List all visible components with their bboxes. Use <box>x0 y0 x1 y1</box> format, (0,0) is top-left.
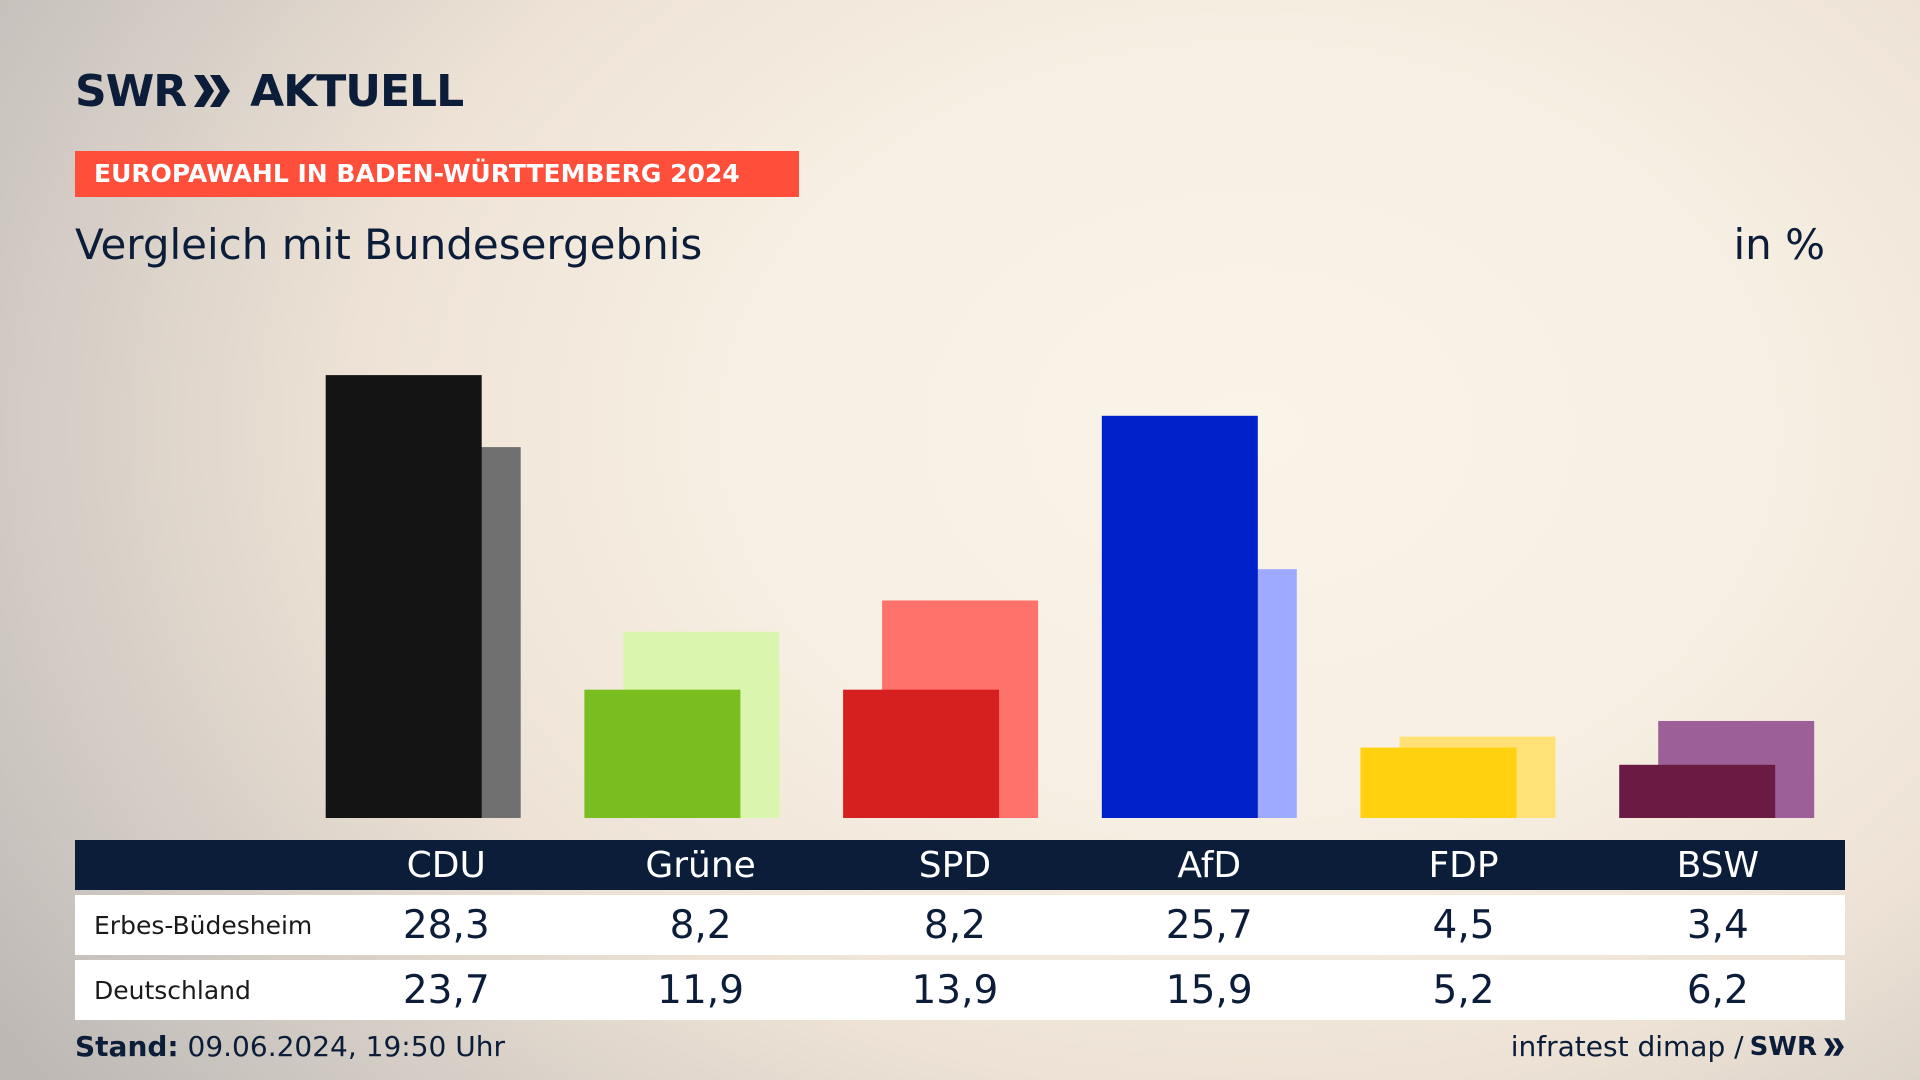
row-label: Deutschland <box>94 975 251 1005</box>
double-chevron-icon <box>1824 1037 1844 1056</box>
source-swr-logo: SWR <box>1749 1031 1817 1062</box>
value-cell: 23,7 <box>402 967 490 1013</box>
bar-erbes-buedesheim-gruene <box>584 689 741 818</box>
table-row: Erbes-Büdesheim 28,3 8,2 8,2 25,7 4,5 3,… <box>75 895 1845 955</box>
value-cell: 4,5 <box>1432 902 1495 948</box>
value-cell: 11,9 <box>657 967 745 1013</box>
bar-erbes-buedesheim-cdu <box>325 375 482 818</box>
value-cell: 8,2 <box>923 902 986 948</box>
header-cdu: CDU <box>406 844 486 886</box>
header-afd: AfD <box>1177 844 1242 886</box>
bar-erbes-buedesheim-bsw <box>1619 764 1776 818</box>
header-spd: SPD <box>918 844 992 886</box>
bar-erbes-buedesheim-fdp <box>1360 747 1517 818</box>
unit-label: in % <box>1733 220 1825 269</box>
value-cell: 5,2 <box>1432 967 1495 1013</box>
election-banner: EUROPAWAHL IN BADEN-WÜRTTEMBERG 2024 <box>75 151 799 197</box>
value-cell: 28,3 <box>402 902 490 948</box>
chart-subtitle: Vergleich mit Bundesergebnis <box>75 220 703 269</box>
timestamp: Stand: 09.06.2024, 19:50 Uhr <box>75 1030 505 1063</box>
value-cell: 6,2 <box>1686 967 1749 1013</box>
swr-aktuell-logo: SWR AKTUELL <box>75 65 464 117</box>
double-chevron-icon <box>194 75 231 107</box>
bar-erbes-buedesheim-afd <box>1101 415 1258 818</box>
value-cell: 15,9 <box>1165 967 1253 1013</box>
bar-erbes-buedesheim-spd <box>843 689 1000 818</box>
value-cell: 13,9 <box>911 967 999 1013</box>
header-gruene: Grüne <box>645 844 756 886</box>
logo-swr-text: SWR <box>75 65 187 117</box>
source-text: infratest dimap / <box>1510 1030 1744 1063</box>
stand-value: 09.06.2024, 19:50 Uhr <box>187 1030 505 1063</box>
source-credit: infratest dimap / SWR <box>1511 1030 1845 1063</box>
value-cell: 25,7 <box>1165 902 1253 948</box>
results-table: CDU Grüne SPD AfD FDP BSW Erbes-Büdeshei… <box>75 840 1845 1020</box>
header-bsw: BSW <box>1676 844 1760 886</box>
table-header: CDU Grüne SPD AfD FDP BSW <box>75 840 1845 890</box>
logo-aktuell-text: AKTUELL <box>250 65 464 117</box>
stand-label: Stand: <box>75 1030 179 1063</box>
bar-chart <box>325 375 1815 818</box>
value-cell: 3,4 <box>1686 902 1749 948</box>
header-fdp: FDP <box>1428 844 1499 886</box>
row-label: Erbes-Büdesheim <box>94 910 313 940</box>
value-cell: 8,2 <box>669 902 732 948</box>
table-row: Deutschland 23,7 11,9 13,9 15,9 5,2 6,2 <box>75 960 1845 1020</box>
